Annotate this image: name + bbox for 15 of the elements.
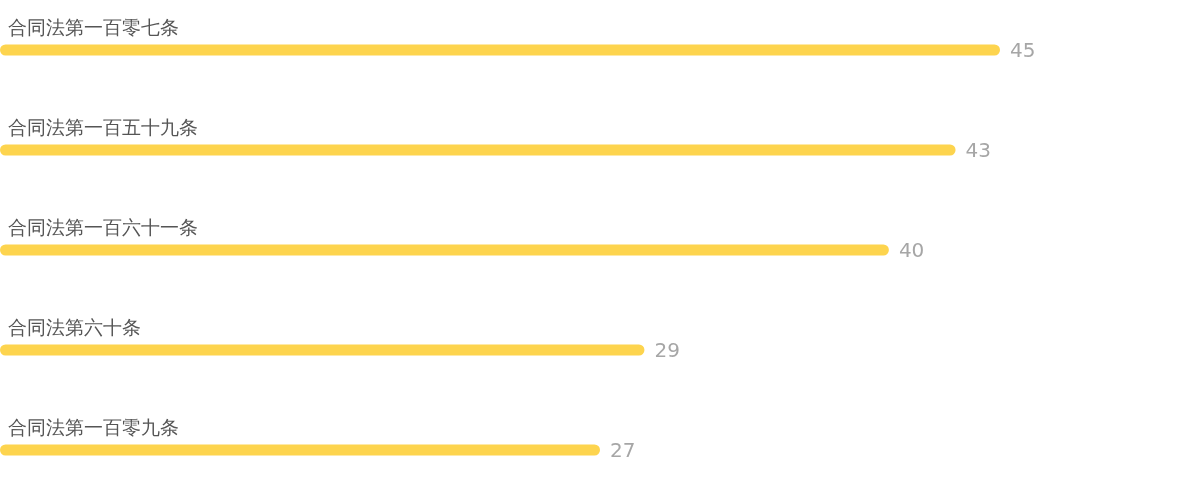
bar <box>0 144 956 156</box>
data-label: 43 <box>965 138 992 162</box>
data-label: 45 <box>1010 38 1036 62</box>
data-label: 40 <box>898 238 925 262</box>
bar <box>0 444 600 456</box>
data-label: 27 <box>610 438 636 462</box>
bar <box>0 344 645 356</box>
data-label: 29 <box>654 338 680 362</box>
y-tick-label: 合同法第六十条 <box>8 315 141 338</box>
y-tick-label: 合同法第一百零七条 <box>8 15 179 38</box>
bar <box>0 44 1000 56</box>
y-tick-label: 合同法第一百零九条 <box>8 415 179 438</box>
y-tick-label: 合同法第一百六十一条 <box>8 215 198 238</box>
y-tick-label: 合同法第一百五十九条 <box>8 115 198 138</box>
bar <box>0 244 889 256</box>
